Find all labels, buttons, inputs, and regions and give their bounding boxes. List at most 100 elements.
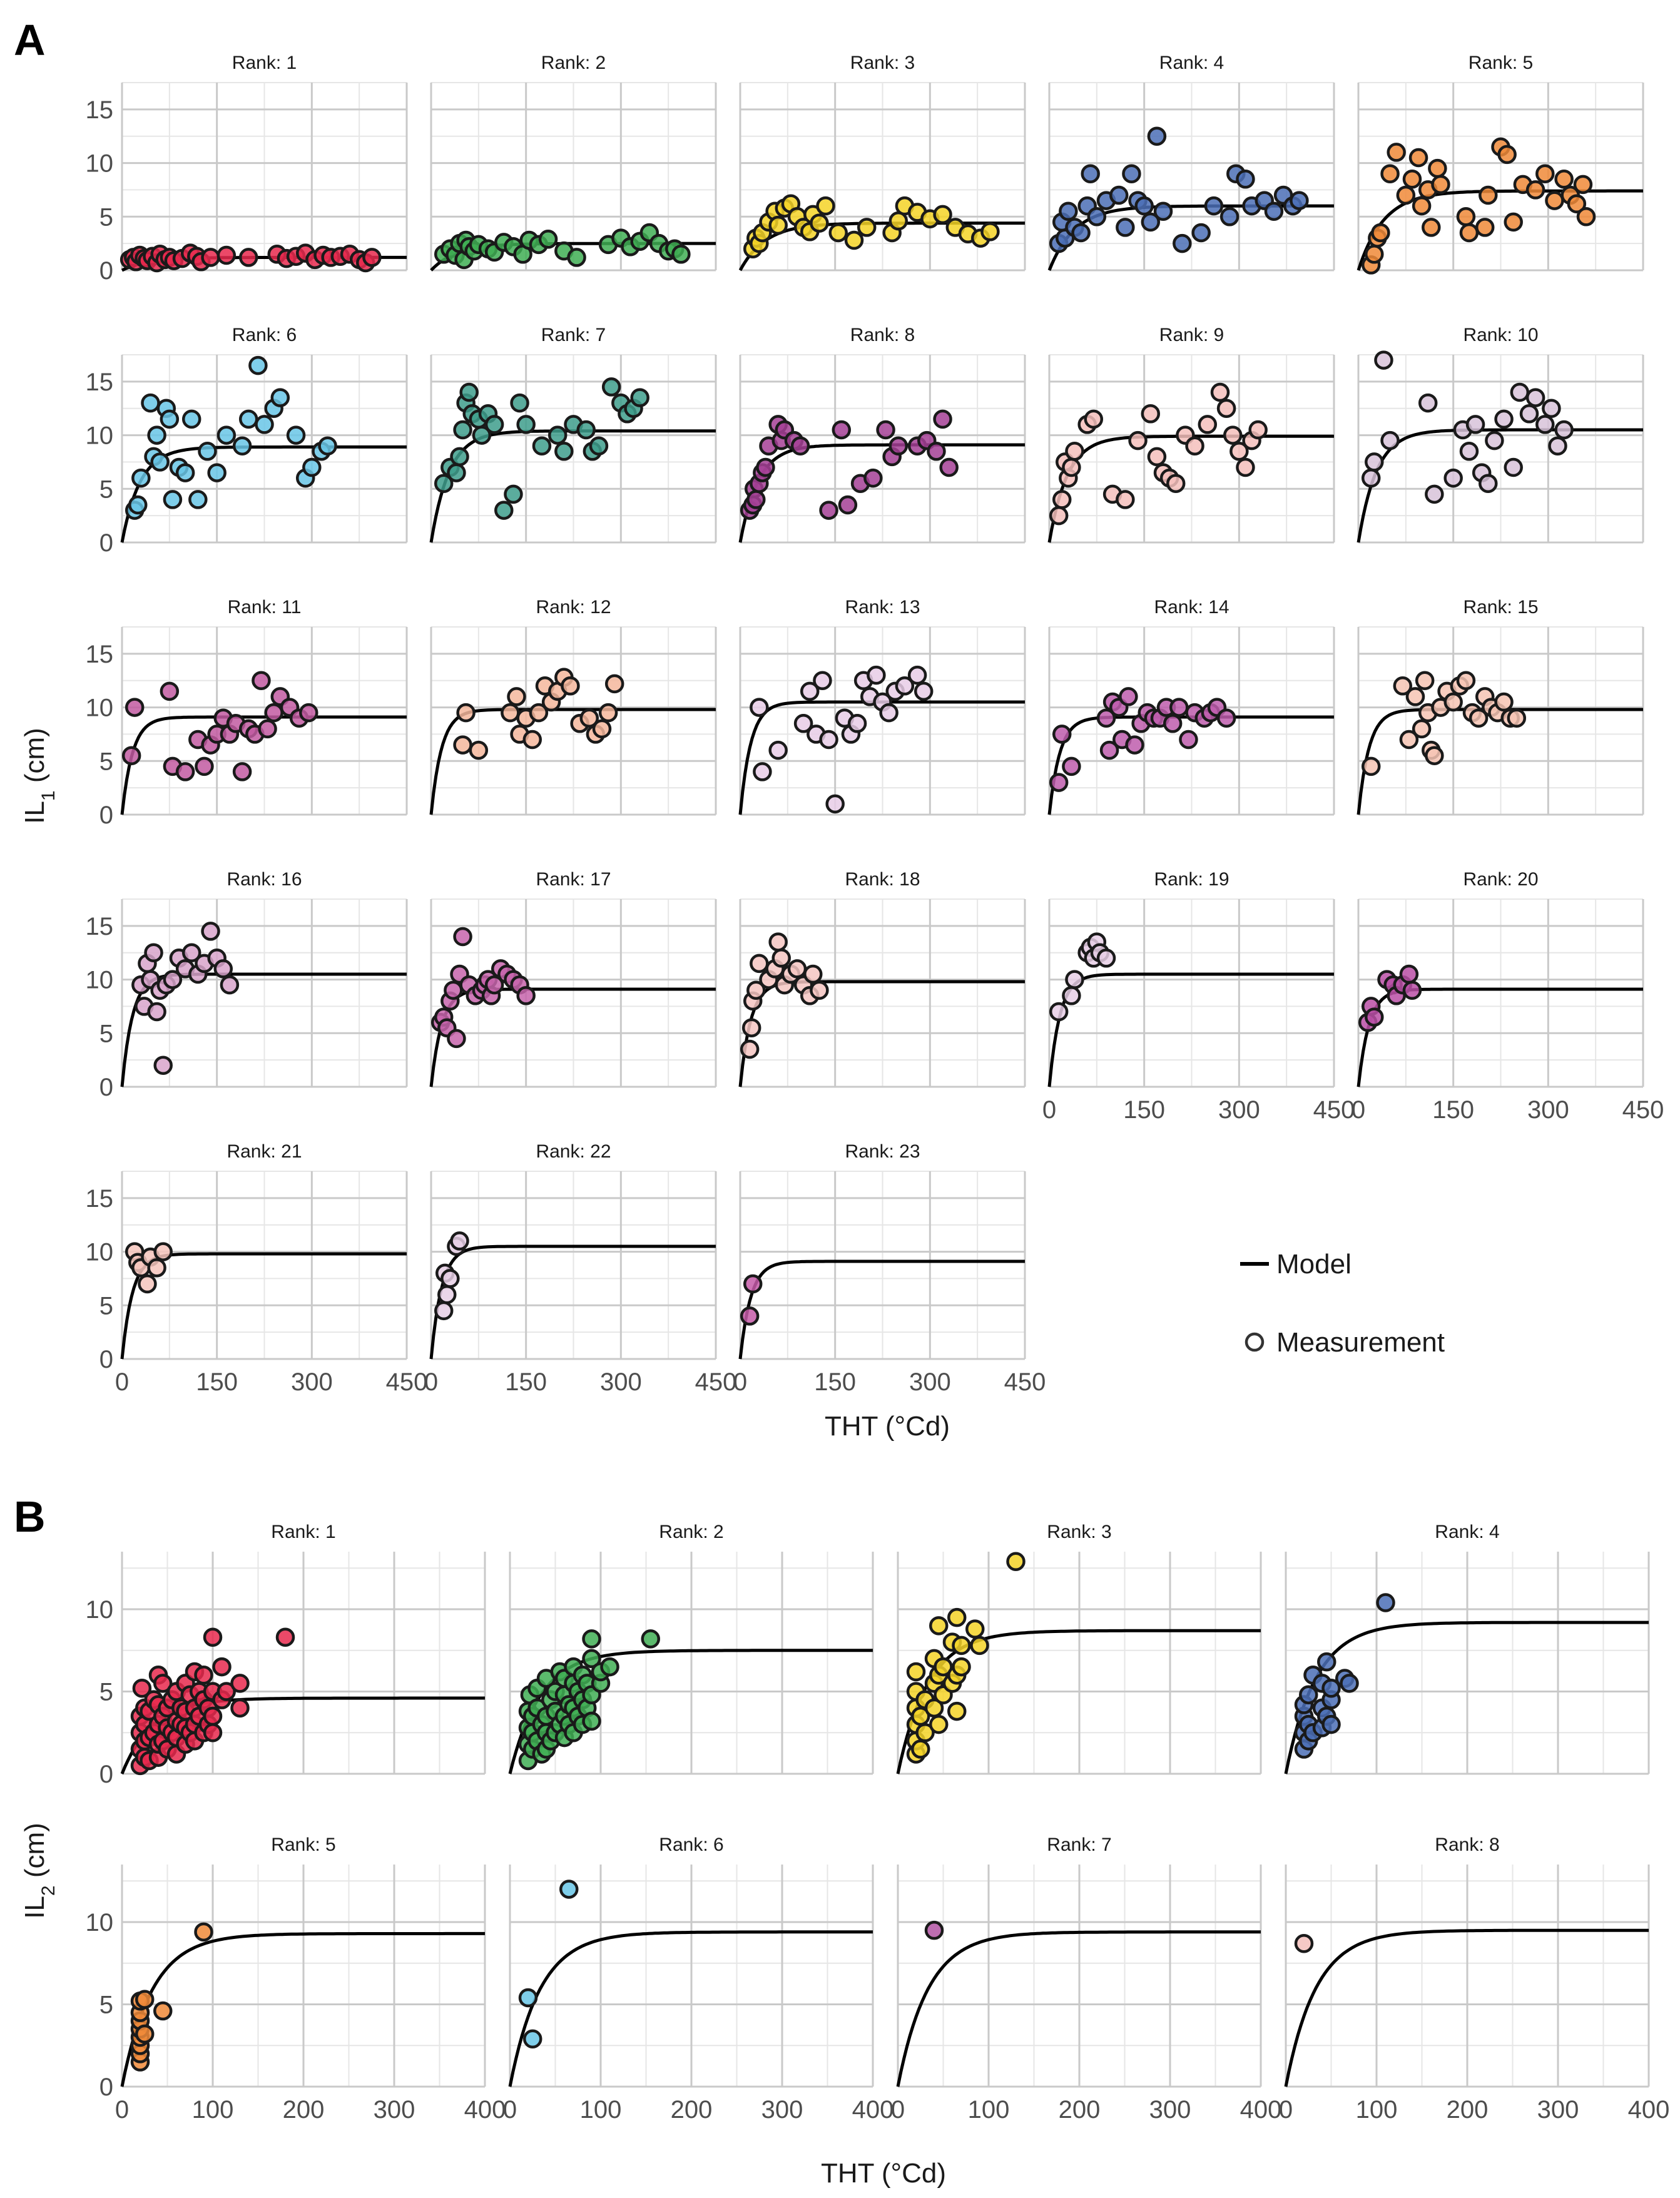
measurement-point: [1049, 773, 1069, 792]
model-curve: [896, 1930, 1261, 2087]
measurement-point: [970, 1636, 989, 1656]
measurement-point: [141, 393, 160, 413]
measurement-point: [1065, 970, 1084, 989]
measurement-point: [1456, 671, 1476, 690]
measurement-point: [601, 377, 621, 397]
measurement-point: [813, 671, 832, 690]
measurement-point: [437, 1285, 457, 1305]
measurement-point: [750, 954, 769, 974]
y-tick-label: 5: [99, 748, 113, 775]
y-tick-label: 0: [99, 1346, 113, 1373]
measurement-point: [1290, 191, 1309, 210]
measurement-point: [630, 388, 649, 407]
measurement-point: [1554, 170, 1574, 189]
measurement-point: [1507, 708, 1527, 728]
measurement-point: [819, 730, 838, 750]
measurement-point: [1062, 457, 1081, 477]
measurement-point: [318, 436, 337, 455]
measurement-point: [1376, 1593, 1395, 1612]
measurement-point: [194, 1665, 213, 1685]
measurement-point: [1141, 404, 1161, 424]
measurement-point: [980, 222, 1000, 242]
measurement-point: [1109, 185, 1129, 205]
x-tick-label: 450: [1313, 1096, 1355, 1124]
measurement-point: [1084, 409, 1104, 429]
facet-rank-19: Rank: 19 0 150 300 450: [1042, 869, 1355, 1124]
measurement-point: [768, 932, 788, 952]
measurement-point: [929, 1616, 949, 1636]
measurement-point: [746, 490, 766, 509]
x-tick-label: 0: [115, 2096, 129, 2124]
measurement-point: [1087, 207, 1107, 226]
measurement-point: [1443, 468, 1463, 488]
measurement-point: [1422, 218, 1441, 237]
y-tick-label: 10: [86, 695, 114, 722]
x-tick-label: 300: [374, 2096, 415, 2124]
measurement-point: [1317, 1652, 1336, 1672]
measurement-point: [453, 420, 472, 440]
x-tick-label: 100: [1356, 2096, 1398, 2124]
measurement-point: [1459, 442, 1479, 461]
measurement-point: [144, 943, 163, 962]
y-tick-label: 15: [86, 369, 114, 396]
measurement-point: [1504, 457, 1523, 477]
facet-rank-10: Rank: 10: [1357, 325, 1644, 544]
measurement-point: [434, 1301, 454, 1321]
measurement-point: [1573, 175, 1593, 195]
measurement-point: [939, 457, 959, 477]
measurement-point: [952, 1636, 971, 1656]
measurement-point: [286, 425, 306, 445]
measurement-point: [787, 959, 807, 979]
model-curve: [1284, 1621, 1649, 1774]
facet-title: Rank: 3: [850, 53, 915, 73]
measurement-point: [1535, 415, 1555, 434]
measurement-point: [138, 1274, 157, 1294]
measurement-point: [1185, 436, 1204, 455]
model-curve: [429, 708, 716, 815]
x-tick-label: 0: [733, 1368, 747, 1396]
y-tick-label: 10: [86, 967, 114, 994]
facet-title: Rank: 5: [1469, 53, 1533, 73]
measurement-point: [1062, 986, 1081, 1005]
measurement-point: [641, 1629, 660, 1649]
measurement-point: [181, 943, 201, 962]
measurement-point: [1191, 223, 1211, 243]
measurement-point: [518, 1988, 538, 2008]
measurement-point: [604, 674, 624, 694]
measurement-point: [1216, 708, 1236, 728]
y-tick-label: 5: [99, 203, 113, 231]
measurement-point: [1399, 964, 1419, 984]
measurement-point: [1494, 409, 1514, 429]
measurement-point: [1134, 196, 1154, 216]
measurement-point: [1169, 698, 1189, 717]
measurement-point: [507, 687, 526, 706]
facet-rank-3: Rank: 3: [738, 53, 1026, 272]
measurement-point: [1371, 223, 1390, 243]
measurement-point: [1361, 468, 1381, 488]
measurement-point: [934, 1657, 953, 1677]
measurement-point: [447, 463, 466, 482]
measurement-point: [255, 415, 274, 434]
facet-rank-1: Rank: 1 0 5 10 15: [86, 53, 408, 285]
facet-rank-11: Rank: 11 0 5 10 15: [86, 597, 408, 829]
y-axis-title-a: IL1 (cm): [19, 728, 59, 824]
y-tick-label: 10: [86, 150, 114, 178]
y-tick-label: 0: [99, 801, 113, 829]
measurement-point: [907, 665, 927, 685]
measurement-point: [198, 442, 217, 461]
measurement-point: [252, 671, 271, 690]
y-tick-label: 5: [99, 476, 113, 503]
facet-rank-1: Rank: 1 0 5 10: [86, 1522, 486, 1788]
measurement-point: [579, 708, 599, 728]
x-tick-label: 200: [671, 2096, 713, 2124]
measurement-point: [459, 382, 479, 402]
measurement-point: [1116, 218, 1135, 237]
measurement-point: [1418, 393, 1438, 413]
measurement-point: [1264, 201, 1284, 221]
measurement-point: [1387, 143, 1406, 162]
facet-title: Rank: 6: [232, 325, 297, 345]
x-tick-label: 150: [814, 1368, 856, 1396]
measurement-point: [131, 468, 151, 488]
x-tick-label: 0: [424, 1368, 438, 1396]
y-tick-label: 15: [86, 96, 114, 124]
